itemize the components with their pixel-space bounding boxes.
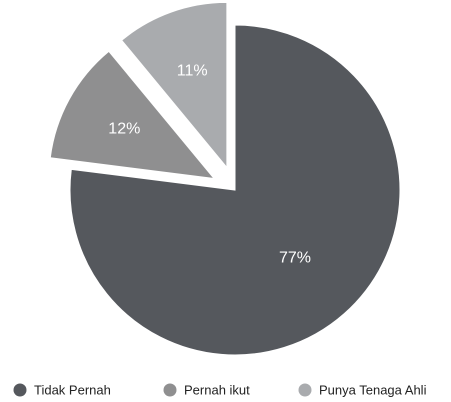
pie-slice (120, 1, 228, 169)
legend-label: Punya Tenaga Ahli (319, 382, 427, 397)
legend-label: Tidak Pernah (34, 382, 111, 397)
legend-swatch (163, 383, 177, 397)
slice-label: 11% (177, 62, 208, 79)
legend-swatch (13, 383, 27, 397)
legend-swatch (298, 383, 312, 397)
slice-label: 77% (279, 249, 311, 266)
slice-label: 12% (108, 120, 140, 137)
legend-label: Pernah ikut (184, 382, 250, 397)
pie-slice (49, 50, 216, 180)
pie-slice (69, 24, 401, 356)
